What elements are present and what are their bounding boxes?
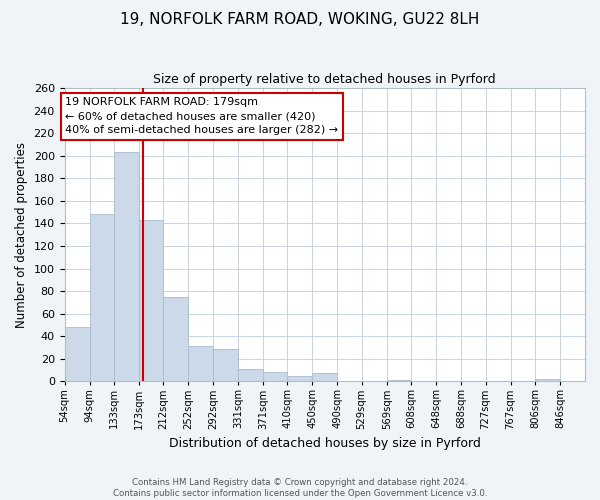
Bar <box>89 214 114 382</box>
Bar <box>65 327 89 382</box>
Bar <box>214 348 238 382</box>
Bar <box>386 380 411 382</box>
Y-axis label: Number of detached properties: Number of detached properties <box>15 142 28 328</box>
Bar <box>238 369 263 382</box>
Title: Size of property relative to detached houses in Pyrford: Size of property relative to detached ho… <box>154 72 496 86</box>
Bar <box>535 379 560 382</box>
Text: Contains HM Land Registry data © Crown copyright and database right 2024.
Contai: Contains HM Land Registry data © Crown c… <box>113 478 487 498</box>
Bar <box>287 376 312 382</box>
Bar <box>139 220 163 382</box>
Text: 19 NORFOLK FARM ROAD: 179sqm
← 60% of detached houses are smaller (420)
40% of s: 19 NORFOLK FARM ROAD: 179sqm ← 60% of de… <box>65 97 338 135</box>
Bar <box>163 296 188 382</box>
Bar <box>263 372 287 382</box>
Text: 19, NORFOLK FARM ROAD, WOKING, GU22 8LH: 19, NORFOLK FARM ROAD, WOKING, GU22 8LH <box>121 12 479 28</box>
Bar <box>114 152 139 382</box>
X-axis label: Distribution of detached houses by size in Pyrford: Distribution of detached houses by size … <box>169 437 481 450</box>
Bar <box>188 346 214 382</box>
Bar <box>312 374 337 382</box>
